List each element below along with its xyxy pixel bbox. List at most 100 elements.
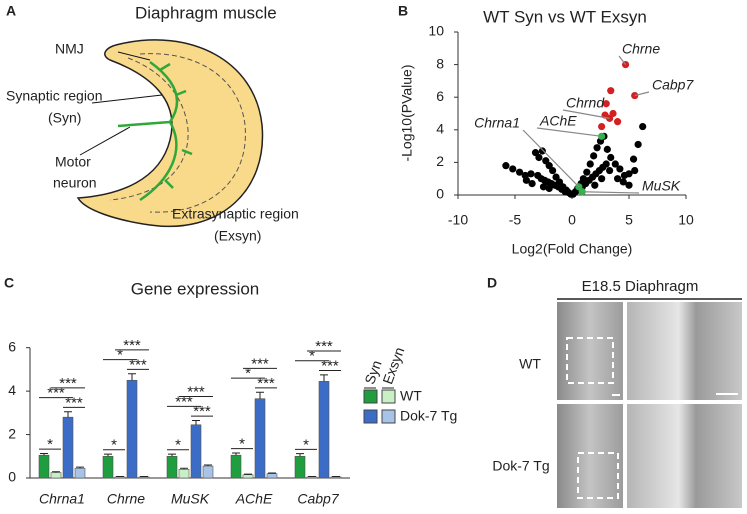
bar — [242, 474, 254, 479]
point — [631, 166, 639, 175]
annotation-leader — [634, 91, 650, 97]
error-bar — [232, 452, 240, 456]
error-bar — [40, 452, 48, 456]
panel-letter: C — [4, 275, 14, 291]
annotation-leader — [536, 127, 602, 137]
point — [561, 188, 569, 196]
bar — [38, 454, 50, 479]
point — [609, 109, 617, 118]
significance-label: * — [47, 436, 53, 453]
point — [625, 170, 633, 178]
micrograph — [627, 302, 742, 400]
region-border — [109, 57, 189, 201]
panel-a: A Diaphragm muscle NMJ Synaptic region (… — [6, 3, 299, 244]
point — [591, 181, 599, 189]
point — [602, 100, 610, 108]
point — [522, 176, 531, 184]
legend-label: WT — [400, 388, 422, 404]
significance-label: * — [239, 436, 245, 453]
label: (Syn) — [48, 110, 81, 126]
x-tick-label: -10 — [448, 212, 468, 228]
significance-label: * — [303, 436, 309, 453]
point — [614, 175, 622, 183]
point — [549, 166, 557, 175]
bar — [114, 476, 126, 479]
point — [535, 153, 543, 162]
label: NMJ — [55, 41, 84, 57]
significance-label: * — [117, 347, 123, 364]
zoom-box — [566, 337, 614, 384]
point — [509, 165, 517, 173]
point — [527, 170, 535, 178]
significance-label: *** — [321, 357, 339, 374]
significance-label: * — [245, 365, 251, 382]
error-bar — [268, 472, 276, 474]
point — [539, 183, 548, 191]
charts: B WT Syn vs WT Exsyn Log2(Fold Change) -Log… — [4, 3, 694, 507]
point — [619, 178, 627, 186]
point — [603, 145, 611, 153]
point — [639, 122, 647, 131]
annotation: Cabp7 — [652, 77, 694, 93]
annotation: AChE — [539, 113, 577, 129]
bar — [230, 454, 242, 479]
label: Motor — [55, 154, 91, 170]
row-label: Dok-7 Tg — [492, 458, 549, 474]
bar — [138, 476, 150, 479]
y-axis-title: -Log10(PValue) — [399, 64, 415, 161]
error-bar — [192, 419, 200, 425]
significance-label: *** — [251, 355, 269, 372]
point — [590, 152, 598, 160]
error-bar — [320, 374, 328, 382]
muscle-shape — [76, 39, 264, 228]
annotation: MuSK — [642, 178, 681, 194]
panel-letter: B — [398, 3, 408, 19]
pointer — [91, 94, 163, 104]
point — [607, 153, 615, 162]
point — [616, 165, 624, 173]
error-bar — [104, 453, 112, 457]
point — [593, 144, 601, 152]
point — [606, 166, 614, 175]
point — [634, 140, 642, 149]
micrograph — [557, 404, 623, 508]
error-bar — [244, 473, 252, 475]
point — [607, 87, 615, 95]
legend-label: Dok-7 Tg — [400, 408, 457, 424]
significance-label: *** — [175, 393, 193, 410]
annotation: Chrna1 — [474, 115, 520, 131]
label: neuron — [53, 175, 97, 191]
error-bar — [168, 453, 176, 457]
point — [602, 160, 610, 168]
y-tick-label: 2 — [8, 425, 16, 441]
panel-letter: D — [487, 275, 497, 291]
bar — [330, 476, 342, 479]
x-tick-label: AChE — [235, 491, 273, 507]
annotation: Chrnd — [566, 95, 605, 111]
annotation-leader — [522, 129, 580, 188]
x-tick-label: Chrne — [107, 491, 145, 507]
significance-label: *** — [59, 375, 77, 392]
annotation: Chrne — [622, 41, 660, 57]
significance-label: * — [309, 348, 315, 365]
annotation-leader — [618, 55, 627, 65]
error-bar — [180, 467, 188, 470]
micrograph — [627, 404, 742, 508]
bar — [74, 467, 86, 479]
y-tick-label: 6 — [436, 88, 444, 104]
significance-label: *** — [47, 385, 65, 402]
point — [629, 155, 638, 163]
label: Synaptic region — [6, 88, 103, 104]
point — [502, 162, 510, 170]
bar — [102, 455, 114, 479]
y-tick-label: 4 — [8, 382, 16, 398]
legend-swatch — [381, 389, 396, 404]
pointer — [79, 126, 131, 156]
point — [614, 118, 622, 126]
panel-title: Diaphragm muscle — [135, 3, 277, 22]
point — [598, 175, 606, 183]
x-tick-label: 5 — [625, 212, 633, 228]
x-tick-label: MuSK — [171, 491, 210, 507]
point — [598, 122, 606, 131]
